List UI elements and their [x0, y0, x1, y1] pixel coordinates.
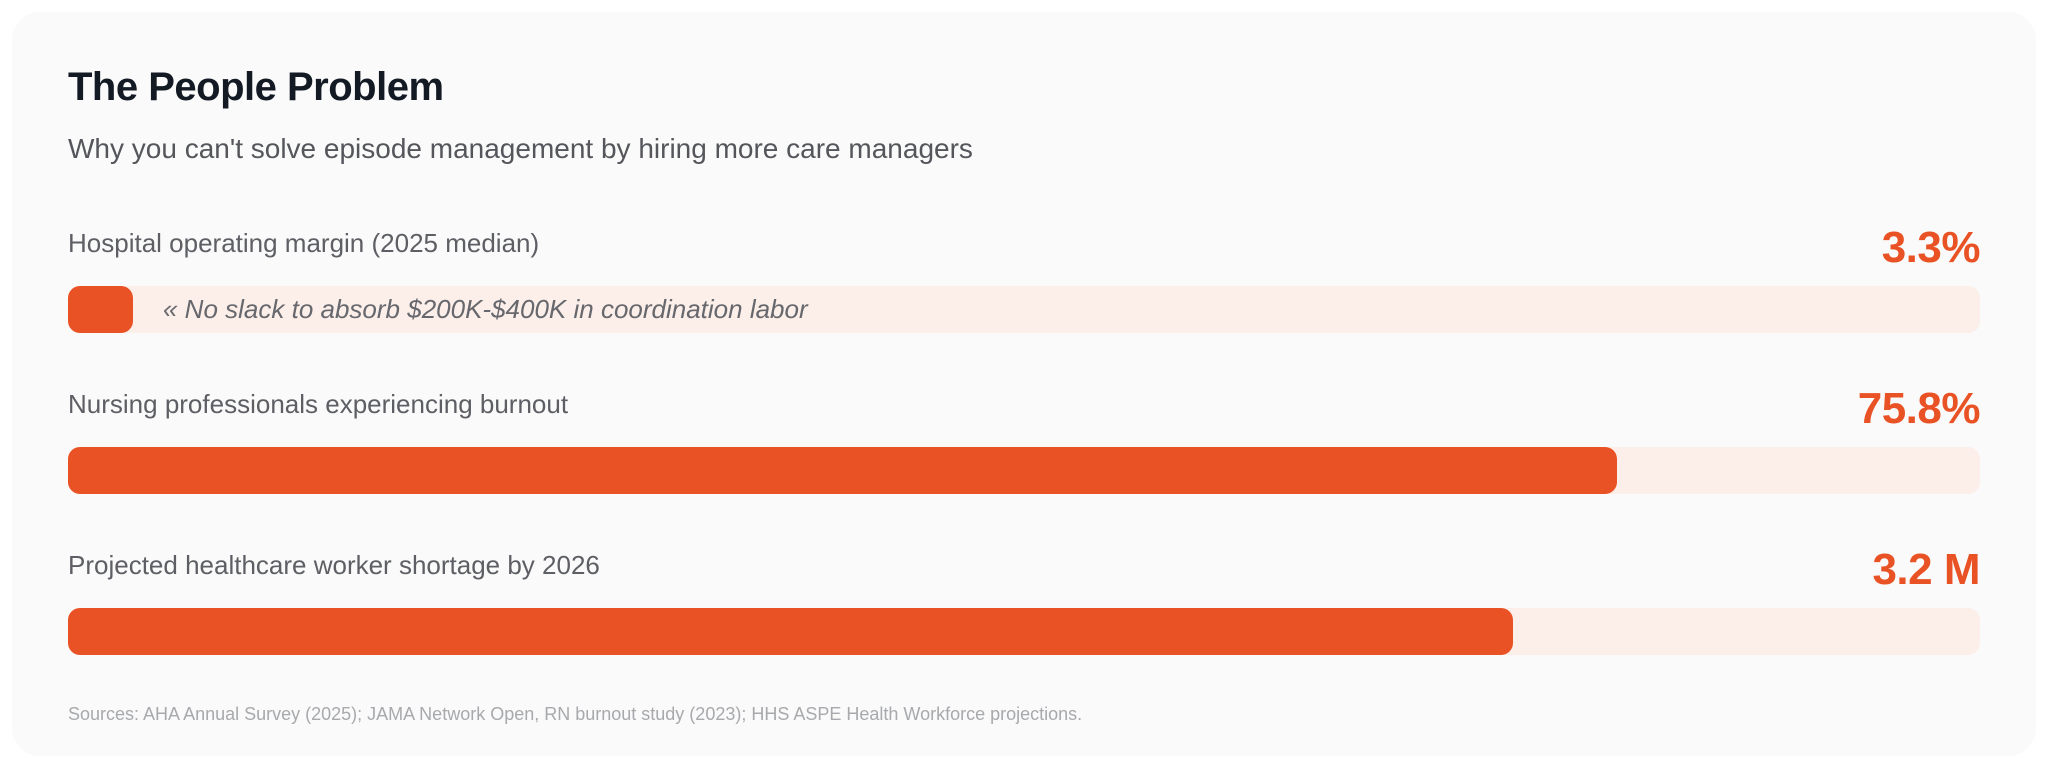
bar-track: [68, 446, 1980, 494]
bar-fill: [68, 285, 133, 333]
metric-row-header: Hospital operating margin (2025 median) …: [68, 216, 1981, 269]
bar-fill: [68, 607, 1514, 655]
bar-track: [68, 607, 1980, 655]
metric-row-header: Projected healthcare worker shortage by …: [68, 538, 1980, 591]
bar-chart: Hospital operating margin (2025 median) …: [68, 216, 1981, 655]
bar-track: « No slack to absorb $200K-$400K in coor…: [68, 285, 1980, 333]
metric-value: 3.2 M: [1872, 544, 1980, 594]
metric-row-nurse-burnout: Nursing professionals experiencing burno…: [68, 377, 1981, 494]
bar-annotation: « No slack to absorb $200K-$400K in coor…: [163, 293, 808, 324]
infographic-card: The People Problem Why you can't solve e…: [12, 12, 2036, 756]
metric-value: 75.8%: [1857, 383, 1981, 433]
metric-label: Hospital operating margin (2025 median): [68, 228, 540, 259]
sources-note: Sources: AHA Annual Survey (2025); JAMA …: [68, 703, 1083, 724]
metric-row-header: Nursing professionals experiencing burno…: [68, 377, 1981, 430]
page-subtitle: Why you can't solve episode management b…: [68, 133, 973, 164]
page-title: The People Problem: [68, 65, 444, 109]
metric-row-worker-shortage: Projected healthcare worker shortage by …: [68, 538, 1980, 655]
metric-value: 3.3%: [1881, 222, 1981, 272]
metric-label: Nursing professionals experiencing burno…: [68, 389, 569, 420]
metric-row-operating-margin: Hospital operating margin (2025 median) …: [68, 216, 1981, 333]
metric-label: Projected healthcare worker shortage by …: [68, 550, 600, 581]
bar-fill: [68, 446, 1617, 494]
